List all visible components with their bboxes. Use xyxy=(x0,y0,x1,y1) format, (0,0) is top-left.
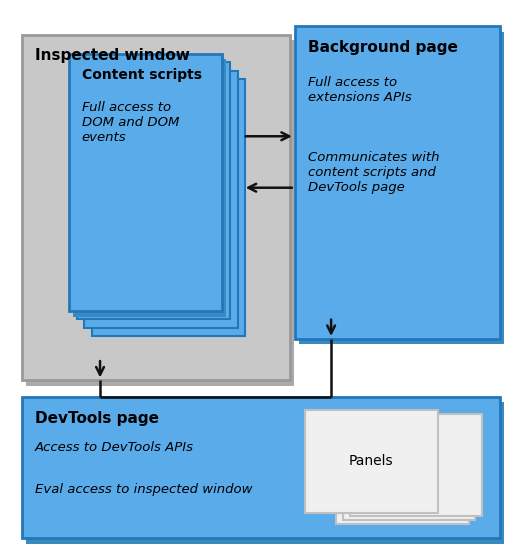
Text: DevTools page: DevTools page xyxy=(35,411,159,426)
Text: Access to DevTools APIs: Access to DevTools APIs xyxy=(35,441,194,454)
Text: Panels: Panels xyxy=(349,454,394,468)
Text: Full access to
extensions APIs: Full access to extensions APIs xyxy=(308,76,411,104)
FancyBboxPatch shape xyxy=(77,62,230,320)
Text: Content scripts: Content scripts xyxy=(82,68,202,82)
Text: Eval access to inspected window: Eval access to inspected window xyxy=(35,483,253,496)
Text: Full access to
DOM and DOM
events: Full access to DOM and DOM events xyxy=(82,101,179,144)
FancyBboxPatch shape xyxy=(69,54,222,311)
FancyBboxPatch shape xyxy=(350,414,482,517)
FancyBboxPatch shape xyxy=(92,79,245,336)
Text: Background page: Background page xyxy=(308,40,458,55)
FancyBboxPatch shape xyxy=(73,59,226,317)
FancyBboxPatch shape xyxy=(85,71,238,328)
FancyBboxPatch shape xyxy=(343,418,476,520)
Text: Inspected window: Inspected window xyxy=(35,48,190,63)
Text: Communicates with
content scripts and
DevTools page: Communicates with content scripts and De… xyxy=(308,151,439,193)
FancyBboxPatch shape xyxy=(299,32,504,344)
FancyBboxPatch shape xyxy=(22,397,500,538)
FancyBboxPatch shape xyxy=(295,26,500,339)
FancyBboxPatch shape xyxy=(26,40,294,386)
FancyBboxPatch shape xyxy=(26,403,504,544)
FancyBboxPatch shape xyxy=(22,34,290,380)
FancyBboxPatch shape xyxy=(336,422,469,524)
FancyBboxPatch shape xyxy=(305,410,437,513)
